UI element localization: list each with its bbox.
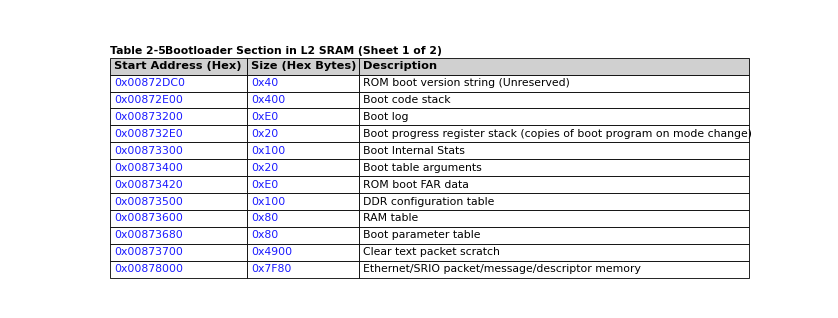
Bar — [247, 261, 360, 278]
Bar — [247, 92, 360, 108]
Text: DDR configuration table: DDR configuration table — [363, 197, 494, 206]
Bar — [360, 142, 749, 159]
Bar — [110, 193, 247, 210]
Text: Boot table arguments: Boot table arguments — [363, 163, 482, 173]
Text: ROM boot version string (Unreserved): ROM boot version string (Unreserved) — [363, 78, 570, 88]
Text: 0x00872E00: 0x00872E00 — [114, 95, 183, 105]
Bar — [247, 125, 360, 142]
Bar — [110, 210, 247, 227]
Text: 0x80: 0x80 — [251, 230, 278, 240]
Bar — [360, 176, 749, 193]
Bar — [110, 142, 247, 159]
Text: Clear text packet scratch: Clear text packet scratch — [363, 247, 500, 257]
Bar — [360, 92, 749, 108]
Text: 0x100: 0x100 — [251, 146, 286, 156]
Text: 0x20: 0x20 — [251, 129, 278, 139]
Bar — [360, 244, 749, 261]
Bar — [360, 193, 749, 210]
Bar — [247, 227, 360, 244]
Bar — [247, 58, 360, 75]
Text: 0x008732E0: 0x008732E0 — [114, 129, 183, 139]
Bar — [247, 142, 360, 159]
Text: 0x00878000: 0x00878000 — [114, 264, 183, 274]
Text: Boot progress register stack (copies of boot program on mode change): Boot progress register stack (copies of … — [363, 129, 752, 139]
Bar — [110, 227, 247, 244]
Text: Table 2-5: Table 2-5 — [110, 45, 166, 56]
Bar — [360, 125, 749, 142]
Text: 0x00873700: 0x00873700 — [114, 247, 183, 257]
Text: 0xE0: 0xE0 — [251, 112, 278, 122]
Text: 0x00872DC0: 0x00872DC0 — [114, 78, 185, 88]
Bar — [110, 261, 247, 278]
Bar — [360, 75, 749, 92]
Bar — [247, 210, 360, 227]
Bar — [360, 227, 749, 244]
Text: RAM table: RAM table — [363, 213, 418, 224]
Text: Bootloader Section in L2 SRAM (Sheet 1 of 2): Bootloader Section in L2 SRAM (Sheet 1 o… — [165, 45, 442, 56]
Text: Boot log: Boot log — [363, 112, 408, 122]
Bar — [247, 108, 360, 125]
Bar — [247, 159, 360, 176]
Text: 0x4900: 0x4900 — [251, 247, 292, 257]
Text: Boot Internal Stats: Boot Internal Stats — [363, 146, 465, 156]
Text: 0x80: 0x80 — [251, 213, 278, 224]
Bar — [360, 58, 749, 75]
Bar — [360, 261, 749, 278]
Text: 0x40: 0x40 — [251, 78, 278, 88]
Text: Boot parameter table: Boot parameter table — [363, 230, 480, 240]
Text: 0x00873200: 0x00873200 — [114, 112, 183, 122]
Text: 0x00873400: 0x00873400 — [114, 163, 183, 173]
Text: 0x00873600: 0x00873600 — [114, 213, 183, 224]
Bar — [110, 108, 247, 125]
Text: Start Address (Hex): Start Address (Hex) — [114, 61, 241, 71]
Bar — [247, 193, 360, 210]
Bar — [360, 159, 749, 176]
Bar — [110, 176, 247, 193]
Text: 0xE0: 0xE0 — [251, 180, 278, 190]
Bar — [247, 176, 360, 193]
Text: 0x100: 0x100 — [251, 197, 286, 206]
Text: 0x00873500: 0x00873500 — [114, 197, 183, 206]
Bar — [110, 159, 247, 176]
Bar — [247, 244, 360, 261]
Bar — [110, 244, 247, 261]
Bar — [110, 92, 247, 108]
Bar — [247, 75, 360, 92]
Text: Ethernet/SRIO packet/message/descriptor memory: Ethernet/SRIO packet/message/descriptor … — [363, 264, 641, 274]
Bar — [360, 108, 749, 125]
Text: 0x20: 0x20 — [251, 163, 278, 173]
Text: 0x400: 0x400 — [251, 95, 286, 105]
Bar — [360, 210, 749, 227]
Bar — [110, 125, 247, 142]
Text: 0x00873420: 0x00873420 — [114, 180, 183, 190]
Text: Size (Hex Bytes): Size (Hex Bytes) — [251, 61, 356, 71]
Text: Boot code stack: Boot code stack — [363, 95, 451, 105]
Bar — [110, 75, 247, 92]
Text: 0x7F80: 0x7F80 — [251, 264, 292, 274]
Bar — [110, 58, 247, 75]
Text: 0x00873680: 0x00873680 — [114, 230, 183, 240]
Text: ROM boot FAR data: ROM boot FAR data — [363, 180, 469, 190]
Text: Description: Description — [363, 61, 437, 71]
Text: 0x00873300: 0x00873300 — [114, 146, 183, 156]
